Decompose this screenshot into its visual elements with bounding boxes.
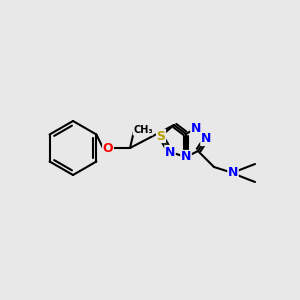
Text: N: N xyxy=(191,122,201,134)
Text: N: N xyxy=(228,167,238,179)
Text: CH₃: CH₃ xyxy=(133,125,153,135)
Text: N: N xyxy=(181,151,191,164)
Text: N: N xyxy=(165,146,175,158)
Text: S: S xyxy=(157,130,166,142)
Text: N: N xyxy=(201,133,211,146)
Text: O: O xyxy=(103,142,113,154)
